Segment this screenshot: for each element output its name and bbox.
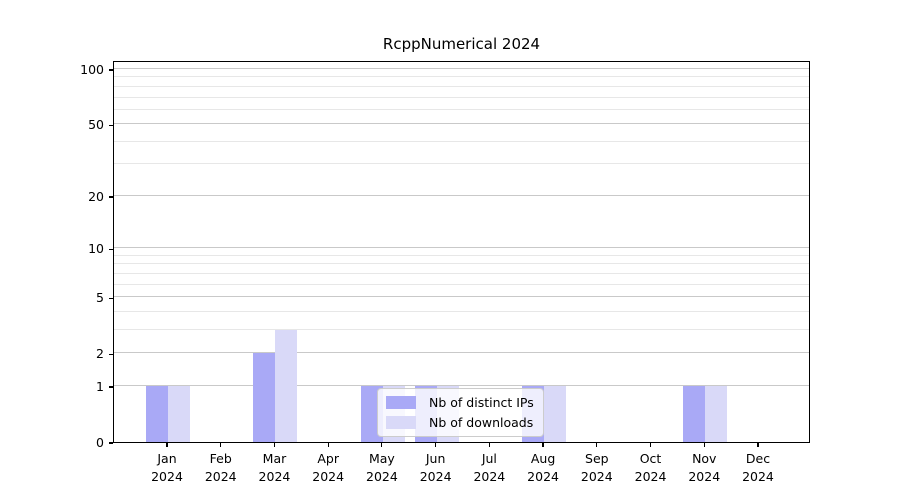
x-tick-mark <box>649 443 652 447</box>
x-tick-label-nov: Nov 2024 <box>688 451 721 484</box>
x-tick-label-jan: Jan 2024 <box>151 451 183 484</box>
x-tick-label-apr: Apr 2024 <box>312 451 345 484</box>
bar-downloads-nov <box>705 385 728 442</box>
gridline-minor <box>114 163 809 165</box>
legend-entry-downloads: Nb of downloads <box>386 415 534 430</box>
y-tick-mark <box>109 297 113 299</box>
x-tick-label-feb: Feb 2024 <box>204 451 237 484</box>
x-tick-mark <box>166 443 168 447</box>
gridline-minor <box>114 310 809 312</box>
legend-label-downloads: Nb of downloads <box>429 415 534 430</box>
y-tick-label: 50 <box>88 117 104 133</box>
y-tick-label: 0 <box>96 435 104 450</box>
gridline-minor <box>114 272 809 274</box>
x-tick-label-mar: Mar 2024 <box>258 451 291 484</box>
y-tick-mark <box>109 386 113 388</box>
y-tick-label: 20 <box>88 188 104 204</box>
bar-distinct-ips-mar <box>253 353 276 442</box>
y-tick-label: 5 <box>96 290 104 306</box>
x-tick-mark <box>435 443 437 447</box>
plot-area <box>113 61 810 443</box>
y-tick-mark <box>109 124 113 126</box>
x-tick-mark <box>703 443 705 447</box>
y-tick-mark <box>109 196 113 198</box>
y-tick-label: 100 <box>80 62 104 77</box>
gridline-major <box>114 68 809 69</box>
gridline-minor <box>114 108 809 110</box>
x-tick-mark <box>327 443 329 447</box>
x-tick-mark <box>596 443 598 447</box>
bar-downloads-aug <box>544 385 567 442</box>
gridline-major <box>114 384 809 386</box>
legend: Nb of distinct IPs Nb of downloads <box>377 388 544 437</box>
x-tick-label-jul: Jul 2024 <box>473 451 506 484</box>
x-tick-label-aug: Aug 2024 <box>527 451 559 484</box>
legend-swatch-downloads <box>386 416 416 429</box>
x-tick-mark <box>381 443 383 447</box>
gridline-minor <box>114 85 809 87</box>
bar-downloads-jan <box>168 385 190 442</box>
x-tick-mark <box>757 443 759 447</box>
y-tick-mark <box>109 353 113 355</box>
x-tick-label-sep: Sep 2024 <box>580 451 613 484</box>
gridline-minor <box>114 263 809 265</box>
legend-swatch-distinct-ips <box>386 396 416 409</box>
gridline-minor <box>114 96 809 98</box>
y-tick-label: 2 <box>96 346 104 362</box>
gridline-minor <box>114 76 809 78</box>
gridline-major <box>114 194 809 196</box>
x-tick-mark <box>488 443 490 447</box>
legend-entry-distinct-ips: Nb of distinct IPs <box>386 395 534 410</box>
y-tick-label: 1 <box>96 378 104 394</box>
gridline-minor <box>114 140 809 142</box>
gridline-minor <box>114 283 809 285</box>
y-tick-mark <box>109 442 113 444</box>
y-tick-label: 10 <box>88 241 104 257</box>
gridline-minor <box>114 254 809 256</box>
bar-distinct-ips-jan <box>146 385 168 442</box>
y-tick-mark <box>109 69 113 71</box>
gridline-major <box>114 123 809 125</box>
gridline-major <box>114 296 809 298</box>
x-tick-mark <box>273 443 276 447</box>
x-tick-label-oct: Oct 2024 <box>634 451 667 484</box>
gridline-major <box>114 352 809 354</box>
chart-title: RcppNumerical 2024 <box>382 35 541 53</box>
gridline-major <box>114 247 809 249</box>
x-tick-label-dec: Dec 2024 <box>742 451 774 484</box>
x-tick-label-may: May 2024 <box>366 451 398 484</box>
legend-label-distinct-ips: Nb of distinct IPs <box>429 395 534 410</box>
x-tick-mark <box>220 443 222 447</box>
x-tick-mark <box>542 443 544 447</box>
x-tick-label-jun: Jun 2024 <box>419 451 452 484</box>
bar-downloads-mar <box>275 329 298 442</box>
bar-distinct-ips-nov <box>683 385 706 442</box>
y-tick-mark <box>109 248 113 250</box>
gridline-minor <box>114 328 809 330</box>
